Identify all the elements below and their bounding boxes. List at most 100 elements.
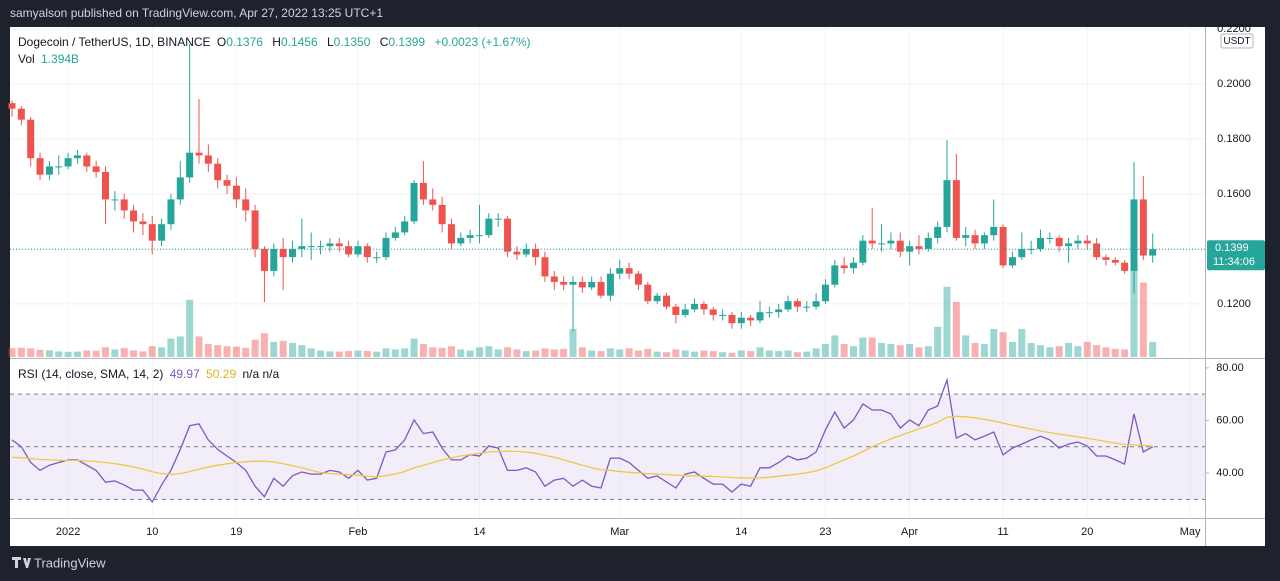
candle-body	[737, 317, 745, 324]
volume-bar	[513, 349, 521, 357]
volume-bar	[494, 349, 502, 357]
volume-bar	[616, 349, 624, 357]
candle-body	[952, 180, 960, 238]
volume-bar	[541, 348, 549, 357]
candle-body	[541, 257, 549, 277]
volume-bar	[560, 348, 568, 357]
ohlc-item: L0.1350	[327, 35, 373, 49]
rsi-line	[11, 377, 1154, 504]
volume-bar	[1027, 342, 1035, 357]
volume-bar	[681, 350, 689, 357]
candle-body	[560, 281, 568, 285]
candle-body	[709, 309, 717, 315]
volume-bar	[1018, 328, 1026, 357]
volume-bar	[1149, 341, 1157, 357]
candle-body	[1121, 262, 1129, 271]
ohlc-prefix: O	[216, 35, 227, 49]
candle-body	[167, 199, 175, 225]
candle-body	[120, 199, 128, 211]
volume-bar	[345, 351, 353, 357]
price-tag-countdown: 11:34:06	[1213, 256, 1255, 268]
volume-bar	[990, 328, 998, 357]
volume-bar	[821, 344, 829, 357]
volume-bar	[64, 351, 72, 357]
volume-bar	[737, 350, 745, 357]
x-tick-label: 19	[230, 526, 242, 538]
volume-bar	[326, 351, 334, 357]
candle-body	[232, 185, 240, 200]
candle-body	[850, 262, 857, 269]
volume-bar	[279, 340, 287, 357]
candle-body	[485, 218, 493, 236]
volume-bar	[859, 337, 867, 357]
volume-bar	[148, 346, 156, 357]
candle-body	[64, 158, 72, 167]
y-tick-label: 40.00	[1216, 467, 1244, 479]
ohlc-item: O0.1376	[217, 35, 266, 49]
candle-body	[139, 221, 147, 225]
volume-bar	[653, 351, 661, 357]
candle-body	[868, 240, 876, 244]
volume-bar	[793, 352, 801, 357]
candle-body	[335, 243, 343, 247]
volume-bar	[588, 350, 596, 357]
volume-bar	[176, 336, 184, 357]
volume-bar	[8, 348, 16, 357]
candle-body	[606, 273, 614, 296]
volume-bar	[27, 348, 35, 357]
volume-bar	[36, 349, 44, 357]
candle-body	[784, 301, 792, 310]
price-tag	[1207, 240, 1265, 271]
candle-body	[1139, 199, 1147, 256]
candle-body	[756, 312, 764, 321]
candle-body	[260, 248, 268, 271]
volume-bar	[906, 344, 914, 357]
candle-body	[410, 182, 418, 222]
volume-bar	[289, 342, 296, 357]
volume-bar	[1046, 347, 1054, 357]
candle-body	[438, 204, 446, 225]
x-tick-label: Mar	[610, 526, 629, 538]
volume-bar	[999, 332, 1007, 357]
candle-body	[681, 309, 689, 315]
rsi-title: RSI (14, close, SMA, 14, 2)	[18, 367, 164, 381]
candle-body	[466, 235, 474, 238]
volume-bar	[672, 349, 680, 357]
candle-body	[1149, 249, 1157, 256]
ohlc-item: C0.1399	[380, 35, 428, 49]
y-tick-label: 80.00	[1216, 362, 1244, 374]
volume-bar	[55, 351, 63, 357]
volume-bar	[335, 351, 343, 357]
volume-bar	[625, 348, 633, 357]
volume-bar	[17, 347, 25, 357]
volume-bar	[167, 338, 175, 357]
volume-bar	[1093, 345, 1101, 357]
ohlc-value: 0.1399	[388, 35, 426, 49]
candle-body	[616, 268, 624, 274]
volume-bar	[756, 347, 764, 357]
x-tick-label: 10	[146, 526, 158, 538]
ohlc-prefix: H	[272, 35, 281, 49]
volume-bar	[850, 346, 857, 357]
candle-body	[102, 171, 109, 200]
candle-body	[625, 268, 633, 274]
candle-body	[896, 240, 904, 252]
volume-bar	[980, 344, 988, 357]
candle-body	[1027, 248, 1035, 250]
candle-body	[653, 295, 661, 302]
candle-body	[92, 166, 100, 172]
candle-body	[747, 317, 755, 321]
rsi-legend: RSI (14, close, SMA, 14, 2) 49.97 50.29 …	[18, 367, 282, 381]
x-tick-label: 11	[997, 526, 1008, 538]
volume-bar	[1111, 348, 1119, 357]
volume-bar	[952, 301, 960, 357]
volume-bar	[943, 286, 951, 357]
volume-bar	[663, 352, 670, 357]
candle-body	[36, 158, 44, 175]
volume-bar	[270, 341, 278, 357]
candle-body	[391, 232, 399, 238]
ohlc-value: 0.1456	[280, 35, 318, 49]
candle-body	[45, 166, 53, 175]
volume-bar	[214, 345, 222, 357]
